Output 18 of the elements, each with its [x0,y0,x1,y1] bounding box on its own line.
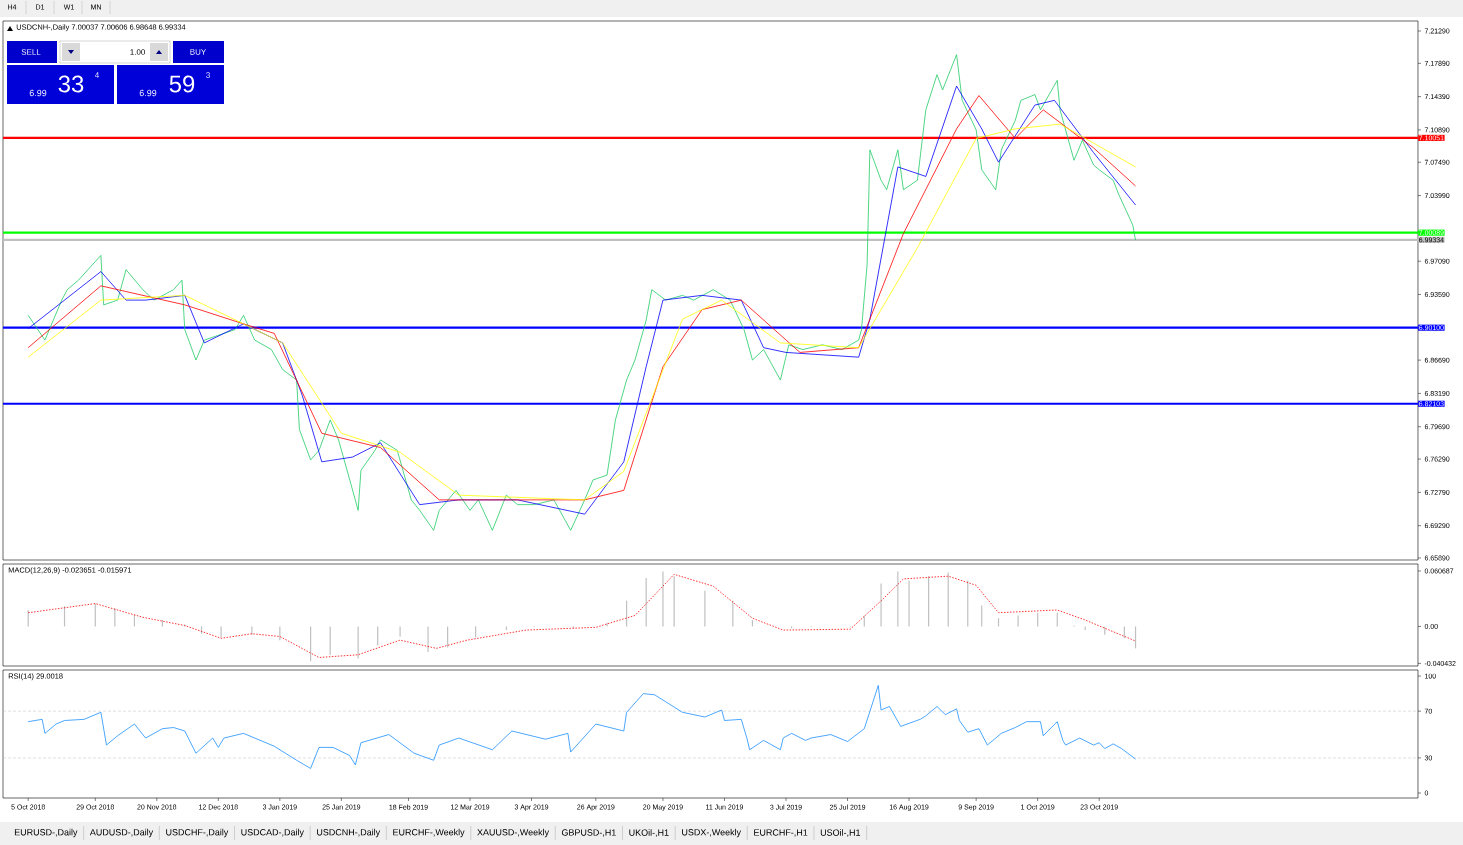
text: USDCAD-,Daily [241,828,304,838]
text: EURCHF-,H1 [754,829,808,837]
text: EURCHF-,Weekly [393,828,465,838]
annotation: 33 [58,75,84,93]
text: XAUUSD-,Weekly [477,828,550,838]
line-series [27,573,1136,658]
line-series [27,685,1136,769]
annotation: 6.99 [139,89,157,97]
text: USDX-,Weekly [682,828,742,838]
text: USDCHF-,Daily [166,828,229,838]
annotation: 59 [169,75,195,93]
text: UKOil-,H1 [629,829,669,837]
text: USDCNH-,Daily [317,828,381,838]
annotation: 6.99 [29,89,47,97]
text: EURUSD-,Daily [14,828,78,838]
text: USOil-,H1 [820,829,861,837]
text: GBPUSD-,H1 [561,829,616,837]
text: AUDUSD-,Daily [89,828,154,838]
